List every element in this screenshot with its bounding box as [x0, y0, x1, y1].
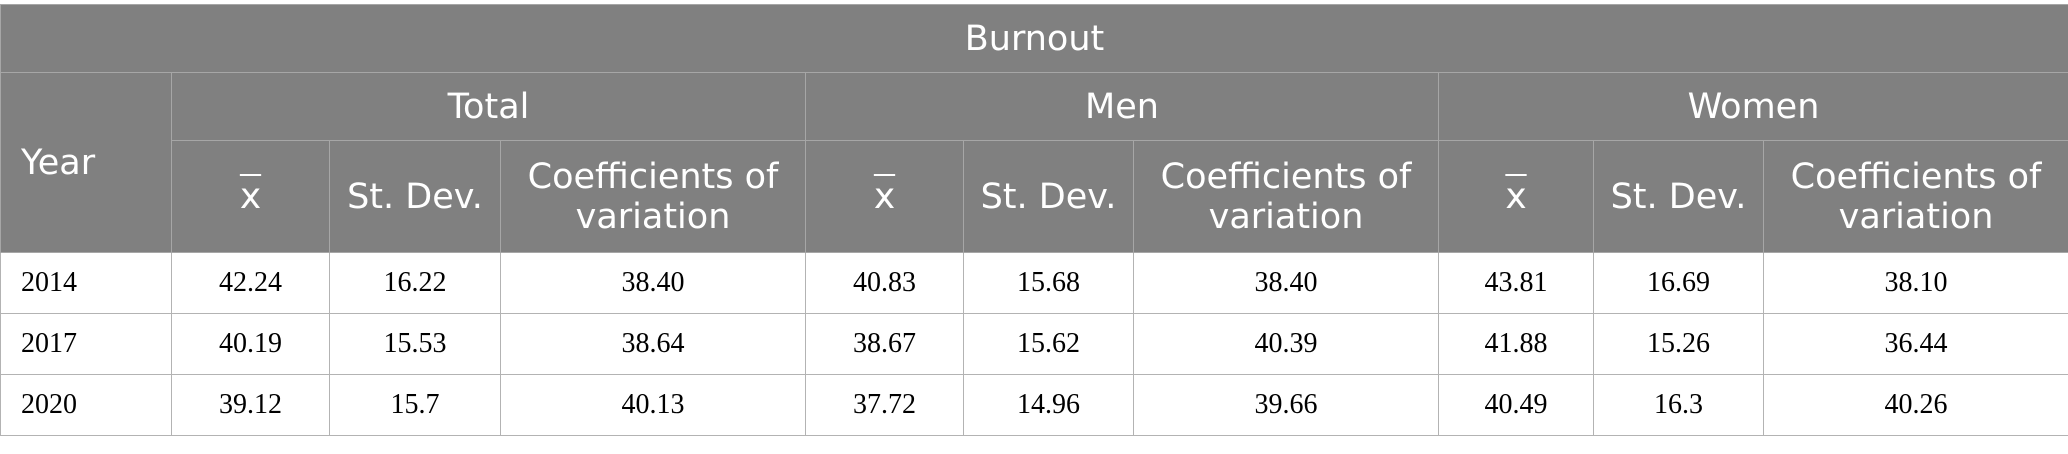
total-sd-cell: 15.53	[329, 313, 501, 375]
total-cv-cell: 38.64	[500, 313, 806, 375]
total-mean-cell: 40.19	[171, 313, 330, 375]
women-mean-cell: 41.88	[1438, 313, 1594, 375]
cv-header-women: Coefficients of variation	[1762, 140, 2068, 253]
year-cell: 2020	[0, 374, 172, 436]
year-header: Year	[0, 72, 172, 253]
table-row: 2020 39.12 15.7 40.13 37.72 14.96 39.66 …	[0, 374, 2068, 436]
table-row: 2017 40.19 15.53 38.64 38.67 15.62 40.39…	[0, 313, 2068, 375]
group-header-total: Total	[171, 72, 806, 141]
group-header-women: Women	[1437, 72, 2068, 141]
sd-header-men: St. Dev.	[963, 140, 1134, 253]
mean-symbol: x	[1505, 175, 1527, 217]
men-cv-cell: 40.39	[1133, 313, 1439, 375]
men-mean-cell: 40.83	[805, 252, 964, 314]
year-cell: 2017	[0, 313, 172, 375]
cv-label-line1: Coefficients of	[1790, 156, 2042, 197]
mean-symbol: x	[873, 175, 896, 217]
table-title: Burnout	[0, 4, 2068, 73]
cv-label-line2: variation	[1838, 196, 1994, 237]
cv-label-line2: variation	[575, 196, 731, 237]
total-cv-cell: 40.13	[500, 374, 806, 436]
men-cv-cell: 38.40	[1133, 252, 1439, 314]
women-sd-cell: 16.3	[1593, 374, 1764, 436]
men-sd-cell: 14.96	[963, 374, 1134, 436]
men-mean-cell: 37.72	[805, 374, 964, 436]
burnout-table: Burnout Year Total Men Women x St. Dev. …	[0, 4, 2068, 436]
year-cell: 2014	[0, 252, 172, 314]
men-mean-cell: 38.67	[805, 313, 964, 375]
total-mean-cell: 39.12	[171, 374, 330, 436]
sd-header-women: St. Dev.	[1593, 140, 1764, 253]
women-cv-cell: 38.10	[1762, 252, 2068, 314]
women-sd-cell: 15.26	[1593, 313, 1764, 375]
mean-header-men: x	[805, 140, 964, 253]
total-sd-cell: 16.22	[329, 252, 501, 314]
cv-label-line1: Coefficients of	[1160, 156, 1412, 197]
table-row: 2014 42.24 16.22 38.40 40.83 15.68 38.40…	[0, 252, 2068, 314]
cv-label-line2: variation	[1208, 196, 1364, 237]
cv-label-line1: Coefficients of	[527, 156, 779, 197]
cv-header-men: Coefficients of variation	[1133, 140, 1439, 253]
sd-header-total: St. Dev.	[329, 140, 501, 253]
men-sd-cell: 15.68	[963, 252, 1134, 314]
men-sd-cell: 15.62	[963, 313, 1134, 375]
burnout-table-container: Burnout Year Total Men Women x St. Dev. …	[0, 4, 2068, 436]
women-mean-cell: 40.49	[1438, 374, 1594, 436]
mean-header-total: x	[171, 140, 330, 253]
mean-symbol: x	[239, 175, 262, 217]
women-mean-cell: 43.81	[1438, 252, 1594, 314]
mean-header-women: x	[1438, 140, 1594, 253]
women-cv-cell: 36.44	[1762, 313, 2068, 375]
group-header-men: Men	[805, 72, 1439, 141]
total-cv-cell: 38.40	[500, 252, 806, 314]
total-sd-cell: 15.7	[329, 374, 501, 436]
women-cv-cell: 40.26	[1762, 374, 2068, 436]
women-sd-cell: 16.69	[1593, 252, 1764, 314]
men-cv-cell: 39.66	[1133, 374, 1439, 436]
cv-header-total: Coefficients of variation	[500, 140, 806, 253]
total-mean-cell: 42.24	[171, 252, 330, 314]
